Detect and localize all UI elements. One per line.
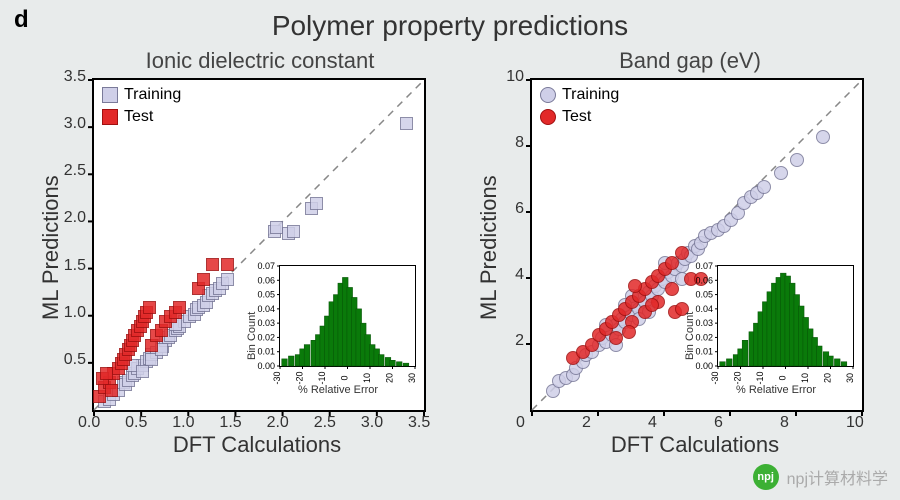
svg-text:-10: -10 — [317, 371, 327, 384]
svg-text:0.03: 0.03 — [257, 318, 275, 328]
svg-text:10: 10 — [362, 373, 372, 383]
left-plot: TrainingTest-30-20-1001020300.000.010.02… — [92, 78, 426, 412]
svg-text:0.01: 0.01 — [257, 347, 275, 357]
right-plot: TrainingTest-30-20-1001020300.000.010.02… — [530, 78, 864, 412]
watermark-label: npj计算材料学 — [787, 465, 888, 489]
right-ylabel: ML Predictions — [476, 175, 502, 320]
svg-text:-20: -20 — [733, 371, 743, 384]
svg-text:0.02: 0.02 — [695, 332, 713, 342]
inset-histogram: -30-20-1001020300.000.010.020.030.040.05… — [717, 265, 854, 367]
svg-text:-30: -30 — [272, 371, 282, 384]
svg-text:0.07: 0.07 — [695, 261, 713, 271]
svg-text:30: 30 — [407, 373, 417, 383]
watermark: npj npj计算材料学 — [753, 464, 888, 490]
right-subtitle: Band gap (eV) — [510, 48, 870, 74]
svg-text:0: 0 — [778, 375, 788, 380]
legend: TrainingTest — [540, 86, 619, 130]
left-subtitle: Ionic dielectric constant — [80, 48, 440, 74]
svg-text:0.02: 0.02 — [257, 332, 275, 342]
left-xlabel: DFT Calculations — [92, 432, 422, 458]
svg-text:0.06: 0.06 — [695, 275, 713, 285]
svg-text:0.00: 0.00 — [695, 361, 713, 371]
svg-text:0.04: 0.04 — [695, 304, 713, 314]
svg-text:-10: -10 — [755, 371, 765, 384]
svg-text:0.07: 0.07 — [257, 261, 275, 271]
svg-text:0: 0 — [340, 375, 350, 380]
svg-text:0.00: 0.00 — [257, 361, 275, 371]
svg-text:0.01: 0.01 — [695, 347, 713, 357]
svg-text:0.03: 0.03 — [695, 318, 713, 328]
svg-text:-30: -30 — [710, 371, 720, 384]
main-title: Polymer property predictions — [0, 10, 900, 42]
inset-histogram: -30-20-1001020300.000.010.020.030.040.05… — [279, 265, 416, 367]
svg-text:10: 10 — [800, 373, 810, 383]
svg-text:-20: -20 — [295, 371, 305, 384]
left-ylabel: ML Predictions — [38, 175, 64, 320]
svg-text:20: 20 — [385, 373, 395, 383]
svg-text:20: 20 — [823, 373, 833, 383]
svg-text:0.05: 0.05 — [257, 290, 275, 300]
svg-text:0.04: 0.04 — [257, 304, 275, 314]
legend: TrainingTest — [102, 86, 181, 130]
svg-text:30: 30 — [845, 373, 855, 383]
right-xlabel: DFT Calculations — [530, 432, 860, 458]
svg-text:0.05: 0.05 — [695, 290, 713, 300]
svg-text:0.06: 0.06 — [257, 275, 275, 285]
watermark-icon: npj — [753, 464, 779, 490]
